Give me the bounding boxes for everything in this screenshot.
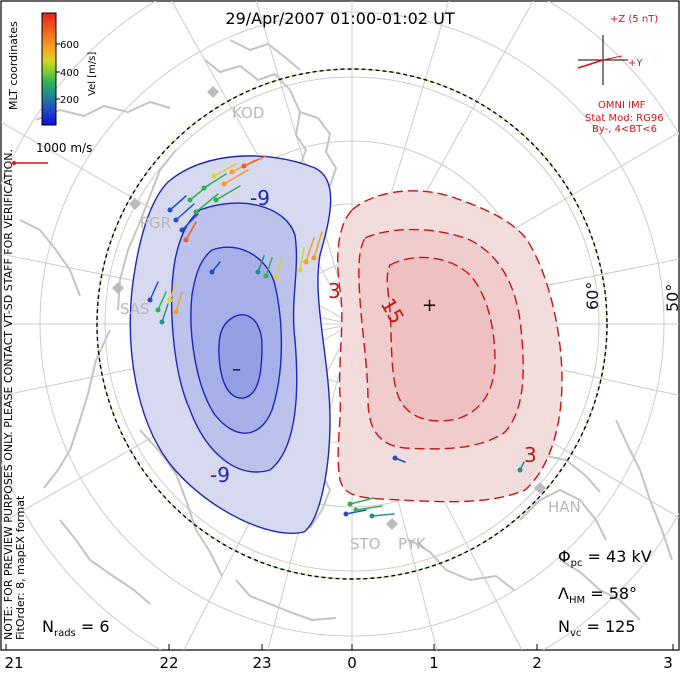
stat-lambda-hm: ΛHM = 58° (558, 584, 637, 606)
mlt-tick-22: 22 (159, 654, 178, 672)
mlt-tick-3: 3 (663, 654, 673, 672)
mlt-axis-labels: 21 22 23 0 1 2 3 (4, 654, 672, 672)
coastlines (19, 39, 673, 621)
latitude-label-50: 50° (663, 284, 680, 312)
mlt-axis-ticks (5, 644, 674, 650)
mlt-tick-2: 2 (532, 654, 542, 672)
contour-label-pos-1: 3 (328, 279, 341, 303)
station-label-pyk: PYK (398, 535, 427, 553)
contour-label-pos-3: 3 (524, 443, 537, 467)
station-label-pgr: PGR (140, 214, 171, 232)
radar-stations (112, 86, 546, 530)
mlt-tick-21: 21 (4, 654, 23, 672)
mlt-tick-0: 0 (347, 654, 357, 672)
preview-note: NOTE: FOR PREVIEW PURPOSES ONLY. PLEASE … (2, 149, 15, 640)
imf-y-axis-label: +Y (628, 58, 643, 69)
imf-source: OMNI IMF (598, 100, 646, 111)
contour-label-neg-1: -9 (250, 186, 270, 210)
potential-min-marker: – (232, 359, 241, 380)
stat-n-rads: Nrads = 6 (42, 617, 110, 639)
fit-order-note: FitOrder: 8, mapEX format (14, 495, 27, 640)
station-label-sto: STO (350, 535, 381, 553)
coordinates-label: MLT coordinates (7, 21, 20, 110)
colorbar-label: Vel [m/s] (87, 52, 98, 96)
station-label-han: HAN (548, 498, 581, 516)
colorbar-tick-600: 600 (60, 40, 79, 51)
colorbar-tick-200: 200 (60, 95, 79, 106)
imf-z-axis-label: +Z (5 nT) (610, 14, 658, 25)
svg-text:ΛHM = 58°: ΛHM = 58° (558, 584, 637, 606)
colorbar-tick-400: 400 (60, 68, 79, 79)
dawn-convection-cell (337, 190, 563, 503)
latitude-label-60: 60° (583, 282, 602, 310)
scale-vector-label: 1000 m/s (36, 141, 92, 155)
contour-label-neg-2: -9 (210, 463, 230, 487)
imf-condition: By-, 4<BT<6 (592, 124, 657, 135)
potential-max-marker: + (422, 295, 437, 316)
velocity-vectors (147, 155, 525, 519)
map-title: 29/Apr/2007 01:00-01:02 UT (225, 9, 454, 28)
stat-phi-pc: Φpc = 43 kV (558, 547, 652, 569)
imf-dial (577, 35, 628, 85)
plot-frame (0, 0, 680, 651)
mlt-tick-1: 1 (429, 654, 439, 672)
stat-n-vc: Nvc = 125 (558, 617, 636, 639)
station-label-sas: SAS (120, 300, 150, 318)
dusk-convection-cell (129, 155, 332, 534)
station-label-kod: KOD (232, 104, 264, 122)
svg-text:Nvc = 125: Nvc = 125 (558, 617, 636, 639)
svg-text:Nrads = 6: Nrads = 6 (42, 617, 110, 639)
imf-model: Stat Mod: RG96 (585, 113, 664, 124)
velocity-colorbar (41, 12, 57, 126)
mlt-tick-23: 23 (252, 654, 271, 672)
svg-text:Φpc = 43 kV: Φpc = 43 kV (558, 547, 652, 569)
